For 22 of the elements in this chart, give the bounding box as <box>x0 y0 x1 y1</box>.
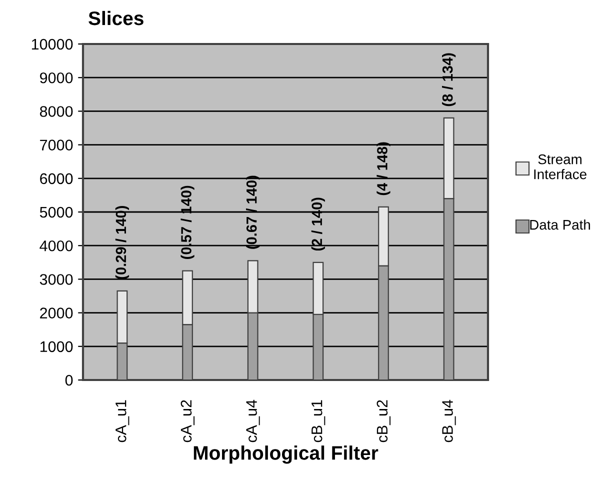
x-axis-title: Morphological Filter <box>194 446 378 464</box>
legend-label: Stream Interface <box>534 154 586 180</box>
annotation: (0.57 / 140) <box>180 186 194 259</box>
x-tick-label: cB_u2 <box>376 400 390 442</box>
x-tick-label: cB_u4 <box>442 400 456 442</box>
y-tick-label: 6000 <box>40 173 73 184</box>
y-tick-label: 2000 <box>40 308 73 318</box>
x-tick-label: cA_u4 <box>246 400 260 442</box>
y-tick-label: 3000 <box>40 274 73 285</box>
legend-label: Data Path <box>530 220 590 230</box>
y-tick-label: 8000 <box>40 106 73 117</box>
x-tick-label: cA_u2 <box>180 400 195 442</box>
y-tick-label: 0 <box>65 374 73 386</box>
y-tick-label: 9000 <box>40 72 73 84</box>
x-tick-label: cB_u1 <box>312 400 326 442</box>
y-axis-title: Slices <box>88 10 144 26</box>
y-tick-label: 7000 <box>40 140 73 150</box>
x-tick-label: cA_u1 <box>116 400 130 442</box>
y-tick-label: 1000 <box>40 341 73 352</box>
y-tick-label: 10000 <box>32 38 73 50</box>
y-tick-label: 5000 <box>40 206 73 218</box>
y-tick-label: 4000 <box>40 240 73 252</box>
